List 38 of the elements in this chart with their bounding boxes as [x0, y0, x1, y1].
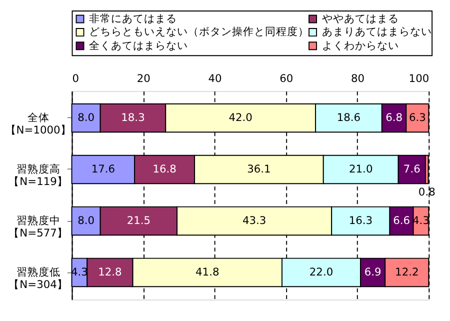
data-label: 17.6 [91, 162, 116, 176]
y-tick-label: 全体【N=1000】 [5, 110, 72, 137]
data-label: 0.8 [418, 186, 436, 199]
data-label: 16.3 [348, 214, 373, 227]
data-label: 12.2 [395, 265, 419, 278]
x-tick-label: 80 [350, 72, 365, 85]
data-label: 12.8 [98, 265, 122, 278]
x-tick-label: 40 [208, 72, 222, 85]
y-tick-label: 習熟度低【N=304】 [8, 265, 68, 291]
data-label: 6.6 [393, 214, 410, 227]
data-label: 6.9 [364, 265, 382, 278]
data-label: 7.6 [403, 162, 421, 176]
data-label: 22.0 [309, 265, 334, 278]
data-label: 6.8 [386, 110, 403, 124]
data-label: 43.3 [242, 214, 266, 227]
x-tick-label: 20 [136, 72, 151, 85]
data-label: 36.1 [247, 162, 271, 176]
legend-label: ややあてはまる [322, 12, 399, 25]
data-label: 16.8 [152, 162, 177, 176]
x-tick-label: 60 [280, 72, 294, 85]
data-label: 6.3 [408, 110, 426, 124]
x-tick-label: 0 [72, 72, 80, 85]
legend-label: よくわからない [322, 38, 399, 52]
data-label: 21.5 [126, 214, 151, 227]
x-tick-label: 100 [408, 72, 430, 85]
data-label: 8.0 [78, 214, 95, 227]
legend-label: 非常にあてはまる [89, 12, 178, 25]
data-label: 41.8 [196, 265, 220, 278]
data-label: 8.0 [78, 110, 95, 124]
data-label: 18.6 [336, 110, 361, 124]
legend-label: どちらともいえない（ボタン操作と同程度） [89, 25, 310, 38]
y-tick-label: 習熟度中【N=577】 [8, 214, 68, 240]
data-label: 21.0 [348, 162, 373, 176]
data-label: 42.0 [228, 110, 253, 124]
y-tick-label: 習熟度高【N=119】 [8, 162, 68, 188]
data-label: 18.3 [121, 110, 145, 124]
legend-label: 全くあてはまらない [89, 38, 188, 52]
legend-label: あまりあてはまらない [322, 25, 432, 38]
